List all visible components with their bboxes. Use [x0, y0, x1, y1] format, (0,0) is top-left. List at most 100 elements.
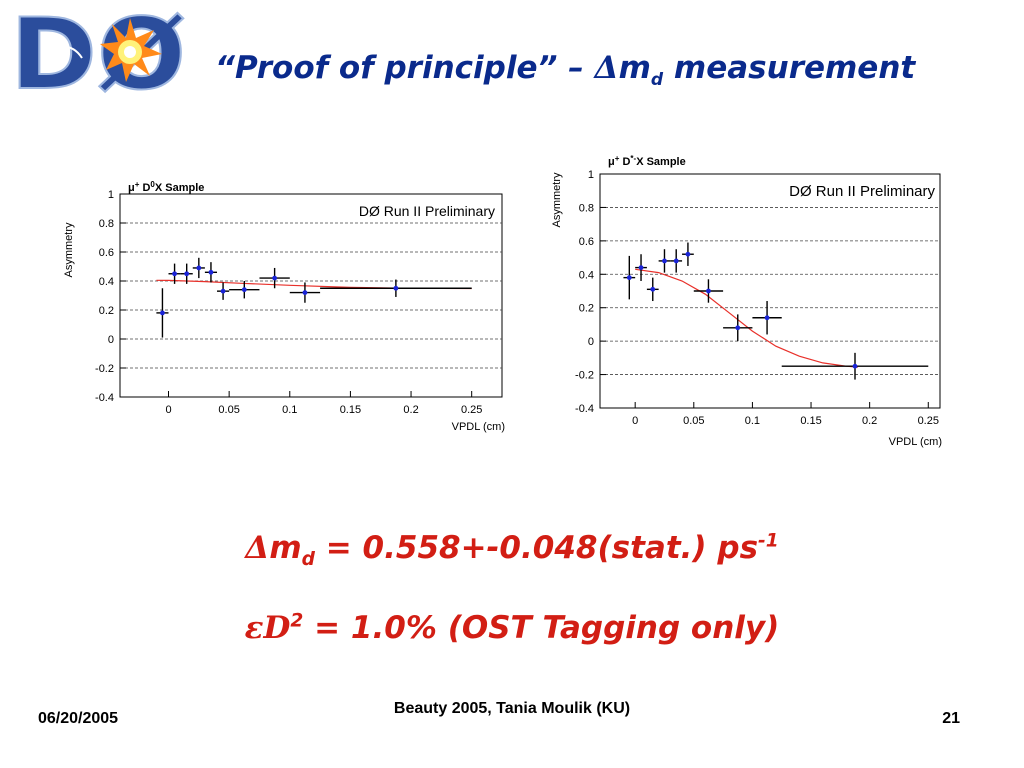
title-delta: Δ [594, 50, 619, 86]
point-marker [638, 265, 644, 270]
y-tick-label: -0.2 [575, 370, 594, 382]
data-point [217, 282, 230, 300]
data-point [168, 263, 181, 284]
x-tick-label: 0.05 [218, 404, 239, 416]
y-tick-label: 0.2 [579, 303, 594, 315]
data-point [259, 267, 290, 289]
y-tick-label: -0.4 [95, 392, 114, 404]
point-marker [220, 288, 226, 294]
data-point [229, 281, 260, 299]
slide-title: “Proof of principle” – Δmd measurement [215, 50, 915, 90]
preliminary-annotation: DØ Run II Preliminary [359, 203, 495, 219]
point-marker [685, 251, 691, 257]
x-tick-label: 0.25 [461, 404, 482, 416]
chart-title: μ+ D0X Sample [128, 180, 204, 194]
delta-md-result: Δmd = 0.558+-0.048(stat.) ps-1 [245, 530, 779, 571]
tagging-power-result: εD2 = 1.0% (OST Tagging only) [244, 610, 780, 646]
x-tick-label: 0.1 [282, 404, 297, 416]
fit-curve [635, 268, 858, 368]
y-tick-label: -0.4 [575, 403, 594, 415]
point-marker [302, 290, 308, 295]
data-point [204, 262, 218, 283]
x-tick-label: 0.15 [340, 404, 361, 416]
title-m: m [618, 50, 651, 86]
x-axis-label: VPDL (cm) [889, 436, 942, 448]
fit-line [156, 279, 472, 290]
logo-lettering: DØ [10, 6, 186, 98]
y-tick-label: 0.4 [99, 276, 114, 288]
y-tick-label: -0.2 [95, 363, 114, 375]
y-tick-label: 0.8 [99, 218, 114, 230]
data-point [192, 257, 205, 279]
y-axis-label: Asymmetry [551, 172, 563, 228]
data-point [180, 263, 193, 284]
point-marker [764, 315, 770, 321]
title-subscript: d [650, 70, 664, 91]
chart-title: μ+ D*-X Sample [608, 154, 686, 168]
data-point [752, 301, 782, 335]
point-marker [673, 258, 679, 264]
data-point [646, 277, 659, 302]
point-marker [852, 363, 858, 369]
title-quote: “Proof of principle” – [215, 50, 584, 86]
y-tick-label: 1 [588, 169, 594, 181]
data-point [635, 254, 647, 281]
title-measurement: measurement [673, 50, 916, 86]
logo-swirl-icon [47, 45, 83, 63]
y-tick-label: 1 [108, 189, 114, 201]
point-marker [184, 271, 190, 277]
y-tick-label: 0 [588, 336, 594, 348]
x-tick-label: 0.2 [403, 404, 418, 416]
chart-dstar-sample: 1 0.8 0.6 0.4 0.2 0 -0.2 -0.4 0 0.05 0.1 0.15 0.2 0.2… [551, 154, 942, 448]
chart-d0-sample: 1 0.8 0.6 0.4 0.2 0 -0.2 -0.4 0 0.05 0.1 0.15 0.2 0.2… [63, 180, 505, 433]
point-marker [160, 310, 165, 316]
data-point [723, 314, 753, 342]
point-marker [241, 287, 247, 293]
y-tick-label: 0 [108, 334, 114, 346]
data-point [156, 288, 169, 338]
point-marker [706, 288, 711, 294]
logo-star-icon [100, 18, 162, 82]
footer-page-number: 21 [942, 710, 960, 727]
grid [120, 222, 502, 369]
y-tick-label: 0.6 [579, 236, 594, 248]
fit-line [635, 268, 858, 368]
x-tick-label: 0.25 [918, 415, 939, 427]
y-axis-label: Asymmetry [63, 222, 75, 278]
data-point [670, 249, 683, 273]
preliminary-annotation: DØ Run II Preliminary [789, 183, 935, 200]
x-tick-label: 0.2 [862, 415, 877, 427]
data-point [658, 249, 671, 273]
x-tick-label: 0 [632, 415, 638, 427]
x-tick-label: 0.05 [683, 415, 704, 427]
y-tick-label: 0.4 [579, 269, 594, 281]
y-tick-label: 0.6 [99, 247, 114, 259]
data-point [682, 242, 694, 266]
x-tick-label: 0 [165, 404, 171, 416]
x-tick-label: 0.15 [800, 415, 821, 427]
plot-frame [599, 173, 941, 409]
fit-curve [156, 279, 472, 290]
data-point [693, 279, 724, 303]
data-point [320, 279, 472, 297]
data-point [289, 282, 321, 303]
point-marker [650, 286, 656, 292]
x-tick-label: 0.1 [745, 415, 760, 427]
point-marker [393, 285, 399, 291]
x-axis-label: VPDL (cm) [452, 421, 505, 433]
point-marker [196, 265, 202, 271]
point-marker [626, 275, 632, 281]
axis-ticks: 1 0.8 0.6 0.4 0.2 0 -0.2 -0.4 0 0.05 0.1 0.15 0.2 0.2… [575, 169, 939, 427]
point-marker [735, 325, 741, 331]
data-points [156, 257, 472, 338]
plot-frame [119, 193, 503, 398]
grid [600, 207, 940, 375]
point-marker [208, 269, 214, 275]
y-tick-label: 0.8 [579, 202, 594, 214]
footer-date: 06/20/2005 [38, 710, 119, 727]
point-marker [272, 275, 278, 281]
data-points [623, 242, 929, 380]
data-point [623, 255, 636, 300]
d0-logo: DØ [9, 6, 187, 98]
point-marker [172, 271, 177, 277]
